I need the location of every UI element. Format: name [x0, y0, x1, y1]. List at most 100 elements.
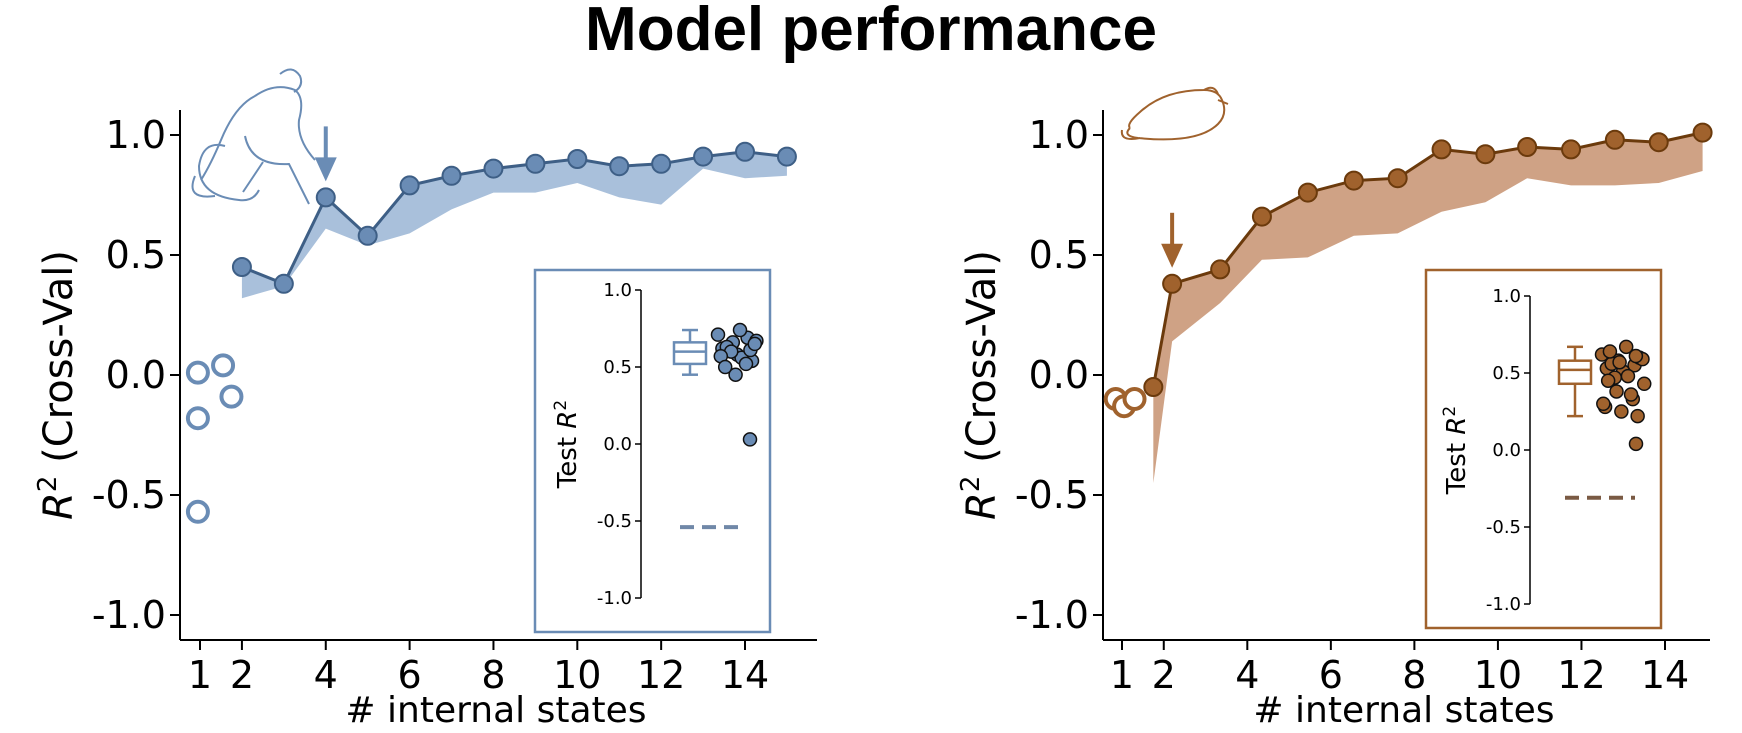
x-tick-label: 10	[1474, 653, 1522, 697]
data-point	[1143, 377, 1164, 397]
confidence-band	[241, 151, 787, 299]
inset-frame	[1424, 268, 1663, 630]
data-point	[441, 165, 462, 186]
inset-data-point	[1612, 354, 1627, 370]
data-point	[1431, 139, 1452, 160]
inset-data-point	[717, 359, 733, 375]
inset-y-tick-label: -1.0	[597, 588, 632, 609]
x-axis-label: # internal states	[1253, 690, 1554, 731]
x-axis-label: # internal states	[345, 690, 646, 731]
inset-frame	[533, 268, 772, 634]
data-point	[1517, 137, 1538, 157]
y-tick-label: -1.0	[1015, 593, 1089, 637]
y-axis-label: R2 (Cross-Val)	[956, 250, 1005, 520]
inset-y-tick-label: -0.5	[1486, 517, 1521, 538]
inset-y-tick-label: 1.0	[603, 280, 632, 301]
y-tick-label: 1.0	[106, 113, 166, 157]
inset-data-point	[732, 322, 748, 338]
figure-title: Model performance	[585, 0, 1157, 64]
box-iqr	[672, 341, 708, 366]
x-tick-label: 6	[1319, 653, 1343, 697]
box-iqr	[1557, 359, 1593, 386]
x-tick-label: 14	[1641, 653, 1689, 697]
data-point	[735, 141, 755, 162]
inset-y-tick-label: 0.5	[603, 357, 632, 378]
data-point	[609, 156, 630, 177]
inset-data-point	[742, 432, 758, 447]
data-point	[483, 158, 504, 179]
inset-data-point	[1636, 376, 1652, 392]
x-tick-label: 10	[553, 653, 601, 697]
inset-data-point	[1618, 339, 1634, 355]
inset-panel: 1.0 0.5 0.0 -0.5 -1.0 Test R2	[533, 268, 772, 634]
x-tick-label: 2	[1152, 653, 1176, 697]
x-tick-label: 8	[1402, 653, 1426, 697]
inset-y-label-var: R	[553, 411, 583, 429]
inset-y-tick-label: -1.0	[1486, 594, 1521, 615]
y-axis-label: R2 (Cross-Val)	[33, 250, 82, 520]
x-tick-label: 14	[721, 653, 769, 697]
inset-y-label-var: R	[1442, 417, 1472, 435]
x-tick-label: 8	[481, 653, 505, 697]
y-tick-label: 0.0	[1029, 353, 1089, 397]
inset-data-point	[728, 367, 743, 382]
inset-y-tick-label: -0.5	[597, 511, 632, 532]
data-point	[1251, 206, 1272, 227]
inset-y-label-sup: 2	[551, 400, 571, 411]
rat-icon	[1120, 86, 1229, 141]
y-tick-label: 0.0	[106, 353, 166, 397]
data-point	[567, 149, 588, 169]
y-axis-label-var: R	[959, 492, 1005, 520]
y-axis-label-var: R	[36, 492, 82, 520]
rat-outline	[1120, 86, 1229, 141]
highlight-arrowhead	[1161, 243, 1184, 268]
data-point	[399, 175, 420, 196]
x-tick-label: 6	[398, 653, 422, 697]
inset-y-label-sup: 2	[1440, 406, 1460, 417]
data-point	[273, 273, 294, 294]
x-tick-label: 4	[314, 653, 338, 697]
inset-y-label: Test R2	[551, 400, 583, 489]
data-point	[693, 146, 714, 167]
single-state-point	[185, 360, 210, 385]
inset-data-point	[1609, 384, 1624, 399]
y-axis-label-rest: (Cross-Val)	[959, 250, 1005, 476]
inset-y-label: Test R2	[1440, 406, 1472, 495]
y-axis-label-rest: (Cross-Val)	[36, 250, 82, 476]
inset-data-point	[1614, 404, 1629, 419]
inset-data-point	[1630, 408, 1645, 424]
data-point	[1297, 182, 1318, 203]
highlight-arrowhead	[314, 157, 337, 182]
inset-y-label-text: Test	[1442, 435, 1472, 495]
single-state-point	[219, 384, 244, 409]
inset-y-tick-label: 0.0	[1492, 440, 1521, 461]
single-state-point	[185, 406, 210, 431]
y-tick-label: 0.5	[106, 233, 166, 277]
y-tick-label: -1.0	[92, 593, 166, 637]
x-tick-label: 2	[230, 653, 254, 697]
y-tick-label: 1.0	[1029, 113, 1089, 157]
data-point	[776, 146, 797, 167]
inset-panel: 1.0 0.5 0.0 -0.5 -1.0 Test R2	[1424, 268, 1663, 630]
x-tick-label: 12	[637, 653, 685, 697]
inset-y-label-text: Test	[553, 429, 583, 489]
inset-data-point	[710, 327, 726, 342]
x-tick-label: 12	[1557, 653, 1605, 697]
inset-data-point	[1600, 373, 1616, 388]
y-tick-label: -0.5	[1015, 473, 1089, 517]
data-point	[1648, 132, 1669, 153]
x-tick-label: 4	[1235, 653, 1259, 697]
monkey-icon	[191, 68, 316, 205]
data-point	[1343, 170, 1364, 191]
data-point	[525, 153, 546, 174]
inset-data-point	[1602, 344, 1618, 359]
inset-y-tick-label: 0.5	[1492, 363, 1521, 384]
y-tick-label: 0.5	[1029, 233, 1089, 277]
inset-data-point	[738, 356, 754, 372]
inset-y-tick-label: 1.0	[1492, 286, 1521, 307]
inset-data-point	[1628, 348, 1644, 364]
inset-data-point	[1628, 436, 1644, 452]
data-point	[231, 257, 252, 277]
confidence-band	[1153, 132, 1703, 483]
